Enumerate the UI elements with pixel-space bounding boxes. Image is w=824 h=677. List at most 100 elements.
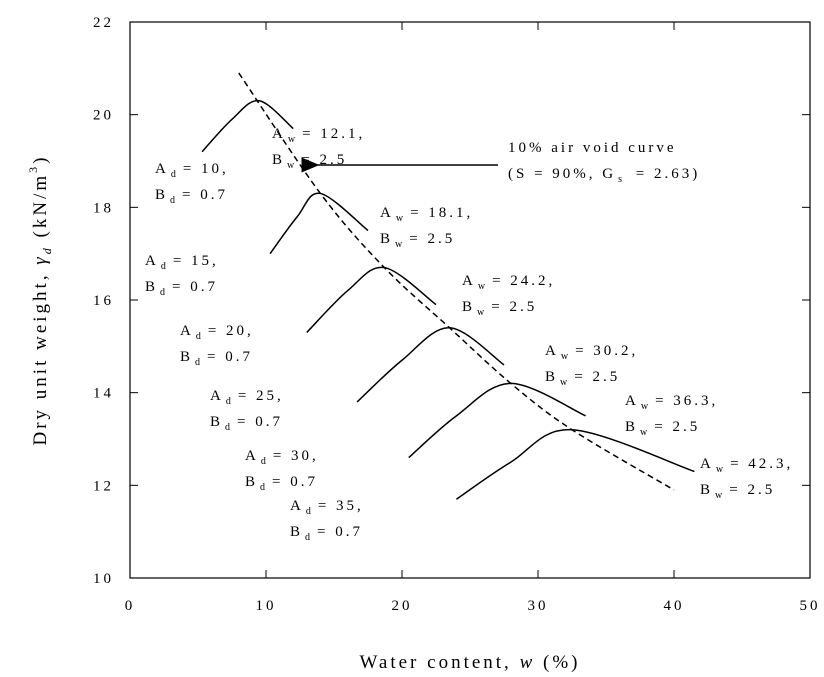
annotation-text: A bbox=[180, 323, 194, 339]
y-label-sup: 3 bbox=[26, 164, 40, 173]
annotation-sub: d bbox=[261, 456, 269, 467]
annotation-sub: w bbox=[716, 464, 726, 475]
y-tick-label: 16 bbox=[93, 293, 114, 309]
annotation-text: = 30.2, bbox=[575, 343, 638, 359]
annotation-text: A bbox=[625, 393, 639, 409]
annotation: 10% air void curve bbox=[508, 140, 677, 156]
x-tick-label: 0 bbox=[125, 598, 136, 614]
annotation-text: B bbox=[462, 299, 475, 315]
annotation-sub: d bbox=[170, 195, 178, 206]
annotation-text: A bbox=[210, 388, 224, 404]
annotation-text: B bbox=[145, 279, 158, 295]
annotation-text: B bbox=[155, 187, 168, 203]
annotation-sub: d bbox=[195, 357, 203, 368]
annotation-sub: s bbox=[618, 174, 625, 185]
annotation-sub: d bbox=[196, 331, 204, 342]
annotation-sub: d bbox=[171, 169, 179, 180]
annotation-text: = 2.5 bbox=[729, 482, 775, 498]
annotation-text: B bbox=[180, 349, 193, 365]
y-label-text: (kN/m bbox=[30, 173, 51, 245]
y-tick-label: 12 bbox=[93, 478, 114, 494]
annotation-sub: d bbox=[226, 396, 234, 407]
x-tick-label: 20 bbox=[392, 598, 413, 614]
compaction-curve bbox=[356, 327, 505, 403]
annotation-sub: w bbox=[641, 401, 651, 412]
annotation-sub: w bbox=[640, 427, 650, 438]
annotation-text: B bbox=[380, 231, 393, 247]
annotation-sub: d bbox=[160, 287, 168, 298]
y-axis-label: Dry unit weight, γd (kN/m3) bbox=[26, 154, 54, 445]
annotation-sub: w bbox=[395, 239, 405, 250]
y-tick-label: 18 bbox=[93, 200, 114, 216]
annotation-text: A bbox=[290, 498, 304, 514]
annotation-sub: d bbox=[225, 422, 233, 433]
annotation-text: = 15, bbox=[173, 253, 219, 269]
y-label-text: Dry unit weight, bbox=[30, 265, 51, 446]
annotation-sub: d bbox=[306, 506, 314, 517]
annotation-text: A bbox=[545, 343, 559, 359]
annotation-text: = 18.1, bbox=[410, 205, 473, 221]
annotation-text: = 2.5 bbox=[409, 231, 455, 247]
annotation-text: A bbox=[272, 126, 286, 142]
y-label-sub: d bbox=[40, 245, 54, 254]
annotation-text: = 10, bbox=[183, 161, 229, 177]
annotation-text: B bbox=[210, 414, 223, 430]
annotation-sub: d bbox=[161, 261, 169, 272]
annotation-text: = 0.7 bbox=[237, 414, 283, 430]
x-axis-label: Water content, w (%) bbox=[360, 652, 581, 673]
x-tick-label: 30 bbox=[528, 598, 549, 614]
annotation-text: (S = 90%, G bbox=[508, 166, 616, 182]
annotation-text: = 24.2, bbox=[492, 273, 555, 289]
x-tick-label: 10 bbox=[256, 598, 277, 614]
annotation-text: B bbox=[625, 419, 638, 435]
annotation-text: = 12.1, bbox=[302, 126, 365, 142]
annotation-text: B bbox=[545, 369, 558, 385]
air-void-curve bbox=[238, 72, 675, 491]
annotation-text: = 2.5 bbox=[491, 299, 537, 315]
y-tick-label: 10 bbox=[93, 571, 114, 587]
y-label-italic: γ bbox=[30, 254, 51, 265]
annotation-text: = 35, bbox=[318, 498, 364, 514]
annotation-text: = 20, bbox=[208, 323, 254, 339]
annotation-text: A bbox=[245, 448, 259, 464]
annotation-text: B bbox=[290, 524, 303, 540]
annotation-text: A bbox=[145, 253, 159, 269]
compaction-curve bbox=[201, 100, 294, 153]
compaction-curve bbox=[408, 382, 586, 459]
annotation-text: = 36.3, bbox=[655, 393, 718, 409]
x-label-italic: w bbox=[520, 652, 536, 673]
annotation-sub: w bbox=[715, 490, 725, 501]
x-label-text: Water content, bbox=[360, 652, 520, 673]
annotation-text: B bbox=[245, 474, 258, 490]
annotation-sub: w bbox=[477, 307, 487, 318]
annotation-text: A bbox=[380, 205, 394, 221]
annotation-sub: w bbox=[396, 213, 406, 224]
annotation-text: = 0.7 bbox=[182, 187, 228, 203]
annotation-text: = 42.3, bbox=[730, 456, 793, 472]
annotation-text: = 25, bbox=[238, 388, 284, 404]
annotation-text: B bbox=[272, 152, 285, 168]
annotation-sub: d bbox=[305, 532, 313, 543]
